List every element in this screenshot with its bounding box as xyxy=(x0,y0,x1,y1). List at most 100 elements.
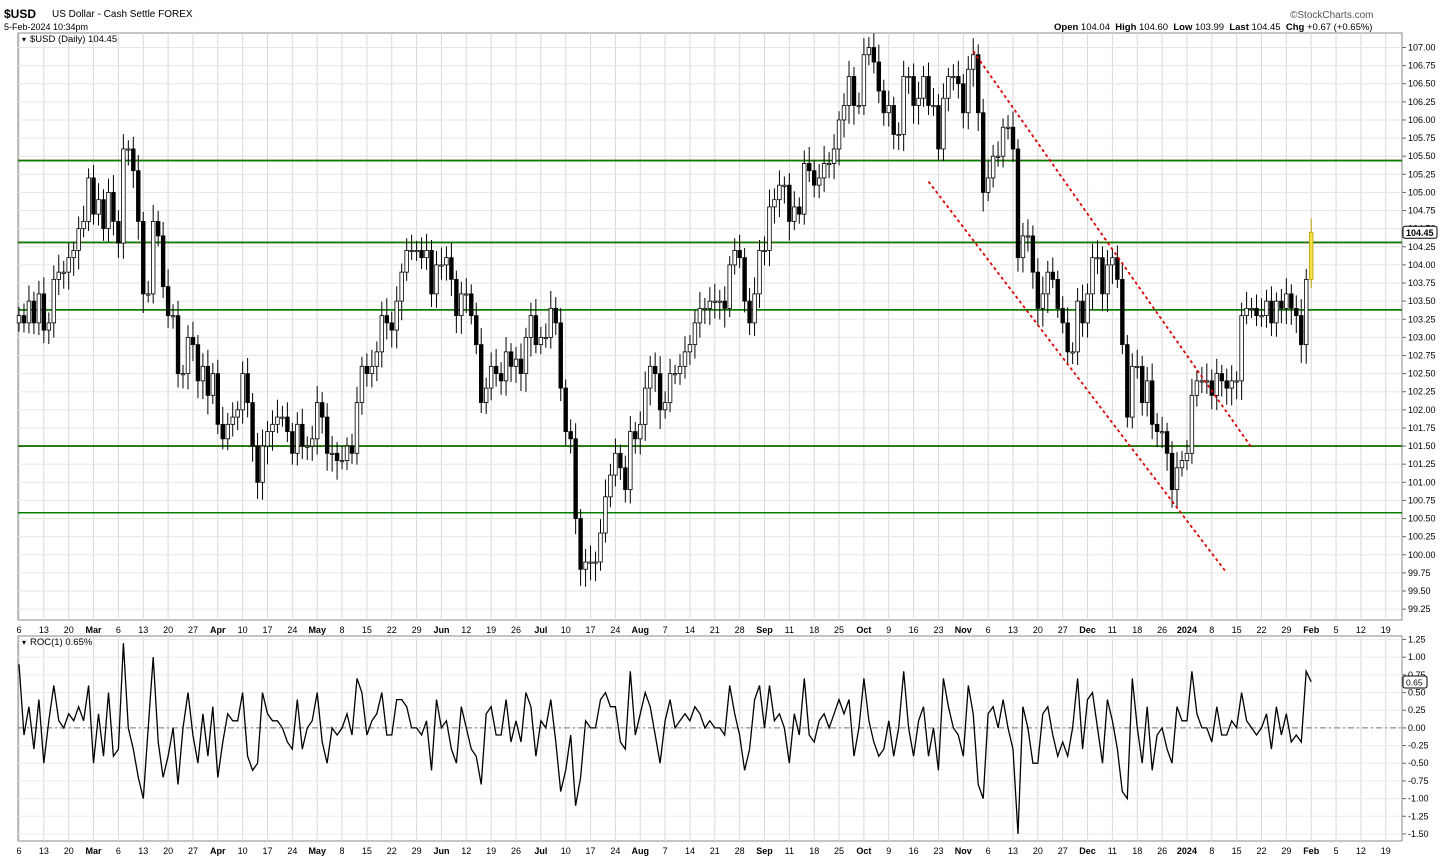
candle-body xyxy=(1040,293,1046,309)
candle-body xyxy=(155,221,161,237)
candle-body xyxy=(1249,307,1254,310)
price-y-tick-label: 100.75 xyxy=(1408,495,1436,505)
candle-body xyxy=(464,293,469,296)
candle-body xyxy=(911,76,916,106)
candle-body xyxy=(409,250,414,253)
price-y-tick-label: 104.25 xyxy=(1408,242,1436,252)
candle-body xyxy=(628,431,633,490)
price-y-tick-label: 101.75 xyxy=(1408,423,1436,433)
candle-body xyxy=(225,423,230,440)
candle-body xyxy=(687,344,693,353)
candle-body xyxy=(1075,300,1080,353)
roc-x-tick-label: 13 xyxy=(1008,846,1018,856)
price-x-tick-label: 8 xyxy=(340,625,345,635)
candle-body xyxy=(1085,293,1090,324)
candle-body xyxy=(533,315,539,346)
candle-body xyxy=(1065,322,1070,353)
candle-body xyxy=(205,365,211,396)
roc-x-tick-label: 25 xyxy=(834,846,844,856)
candle-body xyxy=(737,250,742,259)
candle-body xyxy=(359,365,365,403)
candle-body xyxy=(1105,264,1110,295)
price-x-tick-label: 6 xyxy=(986,625,991,635)
candle-body xyxy=(56,271,61,280)
candle-body xyxy=(742,257,747,302)
candle-body xyxy=(414,250,419,253)
roc-x-tick-label: 22 xyxy=(387,846,397,856)
candle-body xyxy=(61,271,66,274)
candle-body xyxy=(1005,126,1011,129)
candle-body xyxy=(479,344,484,403)
candle-body xyxy=(175,315,181,375)
price-y-tick-label: 107.00 xyxy=(1408,42,1436,52)
candle-body xyxy=(573,438,578,519)
candle-body xyxy=(757,250,762,295)
candle-body xyxy=(314,402,320,440)
candle-body xyxy=(230,416,235,425)
candle-body xyxy=(613,452,618,476)
roc-x-tick-label: Aug xyxy=(632,846,650,856)
price-x-tick-label: 20 xyxy=(163,625,173,635)
candle-body xyxy=(275,416,280,425)
candle-body xyxy=(990,155,996,179)
price-y-tick-label: 100.50 xyxy=(1408,514,1436,524)
candle-body xyxy=(518,358,524,375)
candle-body xyxy=(861,54,867,106)
candle-body xyxy=(429,250,434,295)
candle-body xyxy=(424,250,429,259)
candle-body xyxy=(961,83,966,114)
candle-body xyxy=(126,148,131,151)
roc-x-tick-label: 9 xyxy=(886,846,891,856)
candle-body xyxy=(41,293,47,331)
roc-last-marker xyxy=(1402,675,1428,689)
price-x-tick-label: 25 xyxy=(834,625,844,635)
price-x-tick-label: 20 xyxy=(64,625,74,635)
candle-body xyxy=(702,307,708,310)
price-x-tick-label: 9 xyxy=(886,625,891,635)
roc-x-tick-label: 14 xyxy=(685,846,695,856)
ohlc-summary: Open 104.04 High 104.60 Low 103.99 Last … xyxy=(1054,22,1372,33)
candle-body xyxy=(941,97,946,150)
price-x-tick-label: 15 xyxy=(1232,625,1242,635)
price-x-tick-label: 29 xyxy=(1281,625,1291,635)
roc-x-tick-label: 26 xyxy=(1157,846,1167,856)
candle-body xyxy=(310,438,315,447)
roc-y-tick-label: 0.75 xyxy=(1408,670,1426,680)
candle-body xyxy=(951,76,956,79)
price-x-tick-label: 29 xyxy=(412,625,422,635)
roc-x-tick-label: 27 xyxy=(1058,846,1068,856)
candle-body xyxy=(1269,300,1274,324)
candle-body xyxy=(260,445,265,483)
price-x-tick-label: Aug xyxy=(632,625,650,635)
candle-body xyxy=(966,68,971,114)
candle-body xyxy=(985,177,991,193)
price-x-tick-label: Oct xyxy=(856,625,871,635)
candle-body xyxy=(434,264,439,295)
candle-body xyxy=(797,206,802,215)
candle-body xyxy=(876,61,882,92)
candle-body xyxy=(1120,278,1125,346)
price-x-tick-label: 15 xyxy=(362,625,372,635)
candle-body xyxy=(1199,380,1205,383)
roc-x-tick-label: 24 xyxy=(610,846,620,856)
roc-x-tick-label: Mar xyxy=(86,846,103,856)
candle-body xyxy=(618,452,623,469)
candle-body xyxy=(483,387,489,403)
candle-body xyxy=(76,228,81,251)
candle-body xyxy=(1010,126,1016,150)
candle-body xyxy=(1000,126,1006,157)
price-panel-frame xyxy=(17,32,1403,621)
candle-body xyxy=(995,155,1001,158)
price-y-tick-label: 105.50 xyxy=(1408,151,1436,161)
price-x-tick-label: 2024 xyxy=(1177,625,1197,635)
candle-body xyxy=(180,373,186,376)
candle-body xyxy=(901,76,906,135)
roc-x-tick-label: 6 xyxy=(986,846,991,856)
candle-body xyxy=(1060,307,1065,324)
price-x-tick-label: 23 xyxy=(933,625,943,635)
roc-panel-collapse-icon: ▾ xyxy=(22,638,26,647)
roc-x-tick-label: 6 xyxy=(116,846,121,856)
candle-body xyxy=(856,105,862,108)
candle-body xyxy=(1309,231,1314,280)
